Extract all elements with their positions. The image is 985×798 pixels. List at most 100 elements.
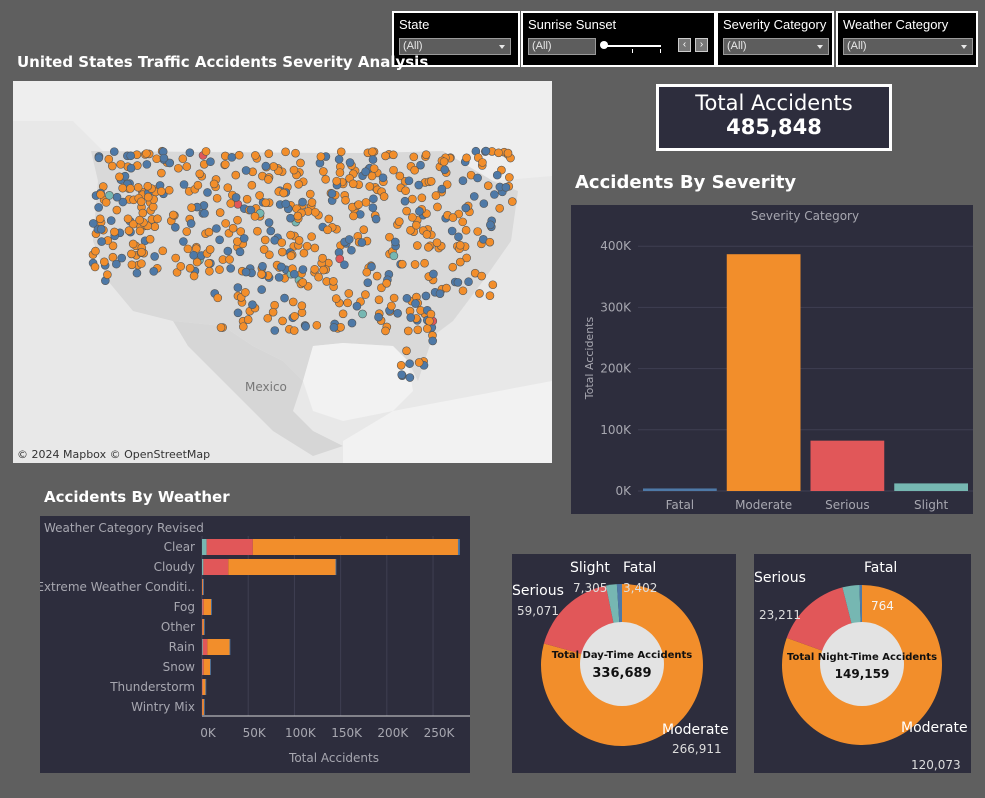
severity-chart[interactable]: Severity Category Total Accidents 0K 100K… xyxy=(571,205,973,514)
map-dot-moderate xyxy=(412,220,421,230)
map-dot-moderate xyxy=(379,192,389,201)
weather-bar-segment[interactable] xyxy=(202,539,207,555)
weather-chart[interactable]: Weather Category Revised Total Accidents… xyxy=(36,516,470,773)
severity-bar-serious[interactable] xyxy=(810,440,885,491)
weather-bar-segment[interactable] xyxy=(205,679,207,695)
map-dot-fatal xyxy=(239,234,249,243)
weather-bar-segment[interactable] xyxy=(211,599,212,615)
severity-dropdown[interactable]: (All) xyxy=(723,38,829,55)
day-donut-chart[interactable]: Total Day-Time Accidents 336,689 Slight … xyxy=(512,554,736,773)
accident-map[interactable]: Mexico © 2024 Mapbox © OpenStreetMap xyxy=(13,81,552,463)
map-dot-moderate xyxy=(193,180,203,190)
map-dot-moderate xyxy=(448,262,458,272)
weather-bar-segment[interactable] xyxy=(203,579,204,595)
weather-bar-segment[interactable] xyxy=(457,539,460,555)
prev-button[interactable]: ‹ xyxy=(678,38,691,52)
map-dot-moderate xyxy=(236,227,246,236)
map-dot-moderate xyxy=(123,214,133,224)
map-dot-fatal xyxy=(393,309,402,318)
weather-bar-segment[interactable] xyxy=(203,559,229,575)
map-dot-fatal xyxy=(227,153,237,162)
map-dot-moderate xyxy=(403,326,413,336)
weather-bar-segment[interactable] xyxy=(207,639,230,655)
weather-bar-segment[interactable] xyxy=(210,659,211,675)
severity-y-tick: 0K xyxy=(615,484,632,498)
weather-bar-segment[interactable] xyxy=(202,639,203,655)
map-dot-fatal xyxy=(371,214,381,224)
weather-bar-segment[interactable] xyxy=(335,559,337,575)
map-dot-fatal xyxy=(453,278,463,287)
map-dot-fatal xyxy=(203,188,212,197)
severity-bar-moderate[interactable] xyxy=(726,254,801,491)
weather-bar-segment[interactable] xyxy=(228,559,336,575)
map-dot-moderate xyxy=(402,346,411,356)
map-dot-moderate xyxy=(485,291,495,301)
state-dropdown[interactable]: (All) xyxy=(399,38,511,55)
weather-bar-segment[interactable] xyxy=(202,599,204,615)
weather-bar-segment[interactable] xyxy=(206,539,253,555)
weather-bar-segment[interactable] xyxy=(202,619,203,635)
map-dot-fatal xyxy=(481,146,491,156)
weather-x-axis-label: Total Accidents xyxy=(288,751,379,765)
weather-bar-segment[interactable] xyxy=(229,639,231,655)
weather-x-tick: 0K xyxy=(200,726,217,740)
map-dot-moderate xyxy=(90,262,100,272)
map-dot-fatal xyxy=(241,267,251,277)
weather-bar-segment[interactable] xyxy=(202,639,208,655)
weather-bar-segment[interactable] xyxy=(252,539,458,555)
map-canvas[interactable]: Mexico © 2024 Mapbox © OpenStreetMap xyxy=(13,81,552,463)
map-dot-fatal xyxy=(490,190,499,199)
weather-bar-segment[interactable] xyxy=(203,659,211,675)
map-dot-moderate xyxy=(319,265,328,275)
map-dot-moderate xyxy=(461,225,471,235)
map-dot-fatal xyxy=(492,170,502,180)
severity-bar-fatal[interactable] xyxy=(643,488,717,491)
weather-bar-segment[interactable] xyxy=(202,619,204,635)
map-dot-moderate xyxy=(189,271,199,281)
map-dot-fatal xyxy=(329,323,339,332)
severity-chart-panel: Severity Category Total Accidents 0K 100K… xyxy=(571,205,973,514)
slider-handle[interactable] xyxy=(600,41,608,49)
map-dot-fatal xyxy=(334,154,344,164)
map-dot-moderate xyxy=(277,238,287,247)
severity-y-tick: 300K xyxy=(600,300,632,314)
map-dot-fatal xyxy=(435,289,445,298)
weather-bar-segment[interactable] xyxy=(203,599,212,615)
map-dot-moderate xyxy=(215,208,225,217)
map-dot-moderate xyxy=(381,151,390,161)
map-dot-moderate xyxy=(478,158,487,167)
night-donut-chart[interactable]: Total Night-Time Accidents 149,159 Fatal… xyxy=(754,554,971,773)
next-button[interactable]: › xyxy=(695,38,708,52)
map-dot-moderate xyxy=(243,315,253,324)
map-dot-moderate xyxy=(296,158,305,168)
map-dot-fatal xyxy=(88,219,98,228)
day-moderate-label: Moderate xyxy=(662,722,729,738)
map-dot-moderate xyxy=(458,217,468,227)
severity-bar-slight[interactable] xyxy=(894,483,968,491)
weather-bar-segment[interactable] xyxy=(202,659,204,675)
map-dot-fatal xyxy=(94,203,103,212)
map-dot-fatal xyxy=(415,206,424,216)
map-dot-fatal xyxy=(344,235,354,244)
sunrise-sunset-slider[interactable] xyxy=(600,41,663,53)
weather-bar-segment[interactable] xyxy=(203,619,205,635)
map-dot-moderate xyxy=(250,212,260,221)
weather-bar-segment[interactable] xyxy=(202,559,204,575)
weather-category-label: Fog xyxy=(174,600,195,614)
weather-bar-segment[interactable] xyxy=(202,699,204,715)
map-dot-moderate xyxy=(107,161,117,171)
weather-bar-segment[interactable] xyxy=(202,679,206,695)
map-dot-moderate xyxy=(294,180,303,189)
state-filter-label: State xyxy=(399,17,430,32)
weather-dropdown[interactable]: (All) xyxy=(843,38,973,55)
map-dot-fatal xyxy=(132,268,142,278)
map-dot-moderate xyxy=(348,179,358,189)
weather-bar-segment[interactable] xyxy=(203,699,205,715)
sunrise-sunset-value-box[interactable]: (All) xyxy=(528,38,596,55)
sunrise-sunset-filter: Sunrise Sunset (All) ‹ › xyxy=(521,11,716,67)
map-dot-fatal xyxy=(109,147,119,156)
map-dot-fatal xyxy=(179,237,188,246)
weather-bar-segment[interactable] xyxy=(202,679,203,695)
day-center-value: 336,689 xyxy=(592,666,651,681)
weather-bar-segment[interactable] xyxy=(202,579,204,595)
